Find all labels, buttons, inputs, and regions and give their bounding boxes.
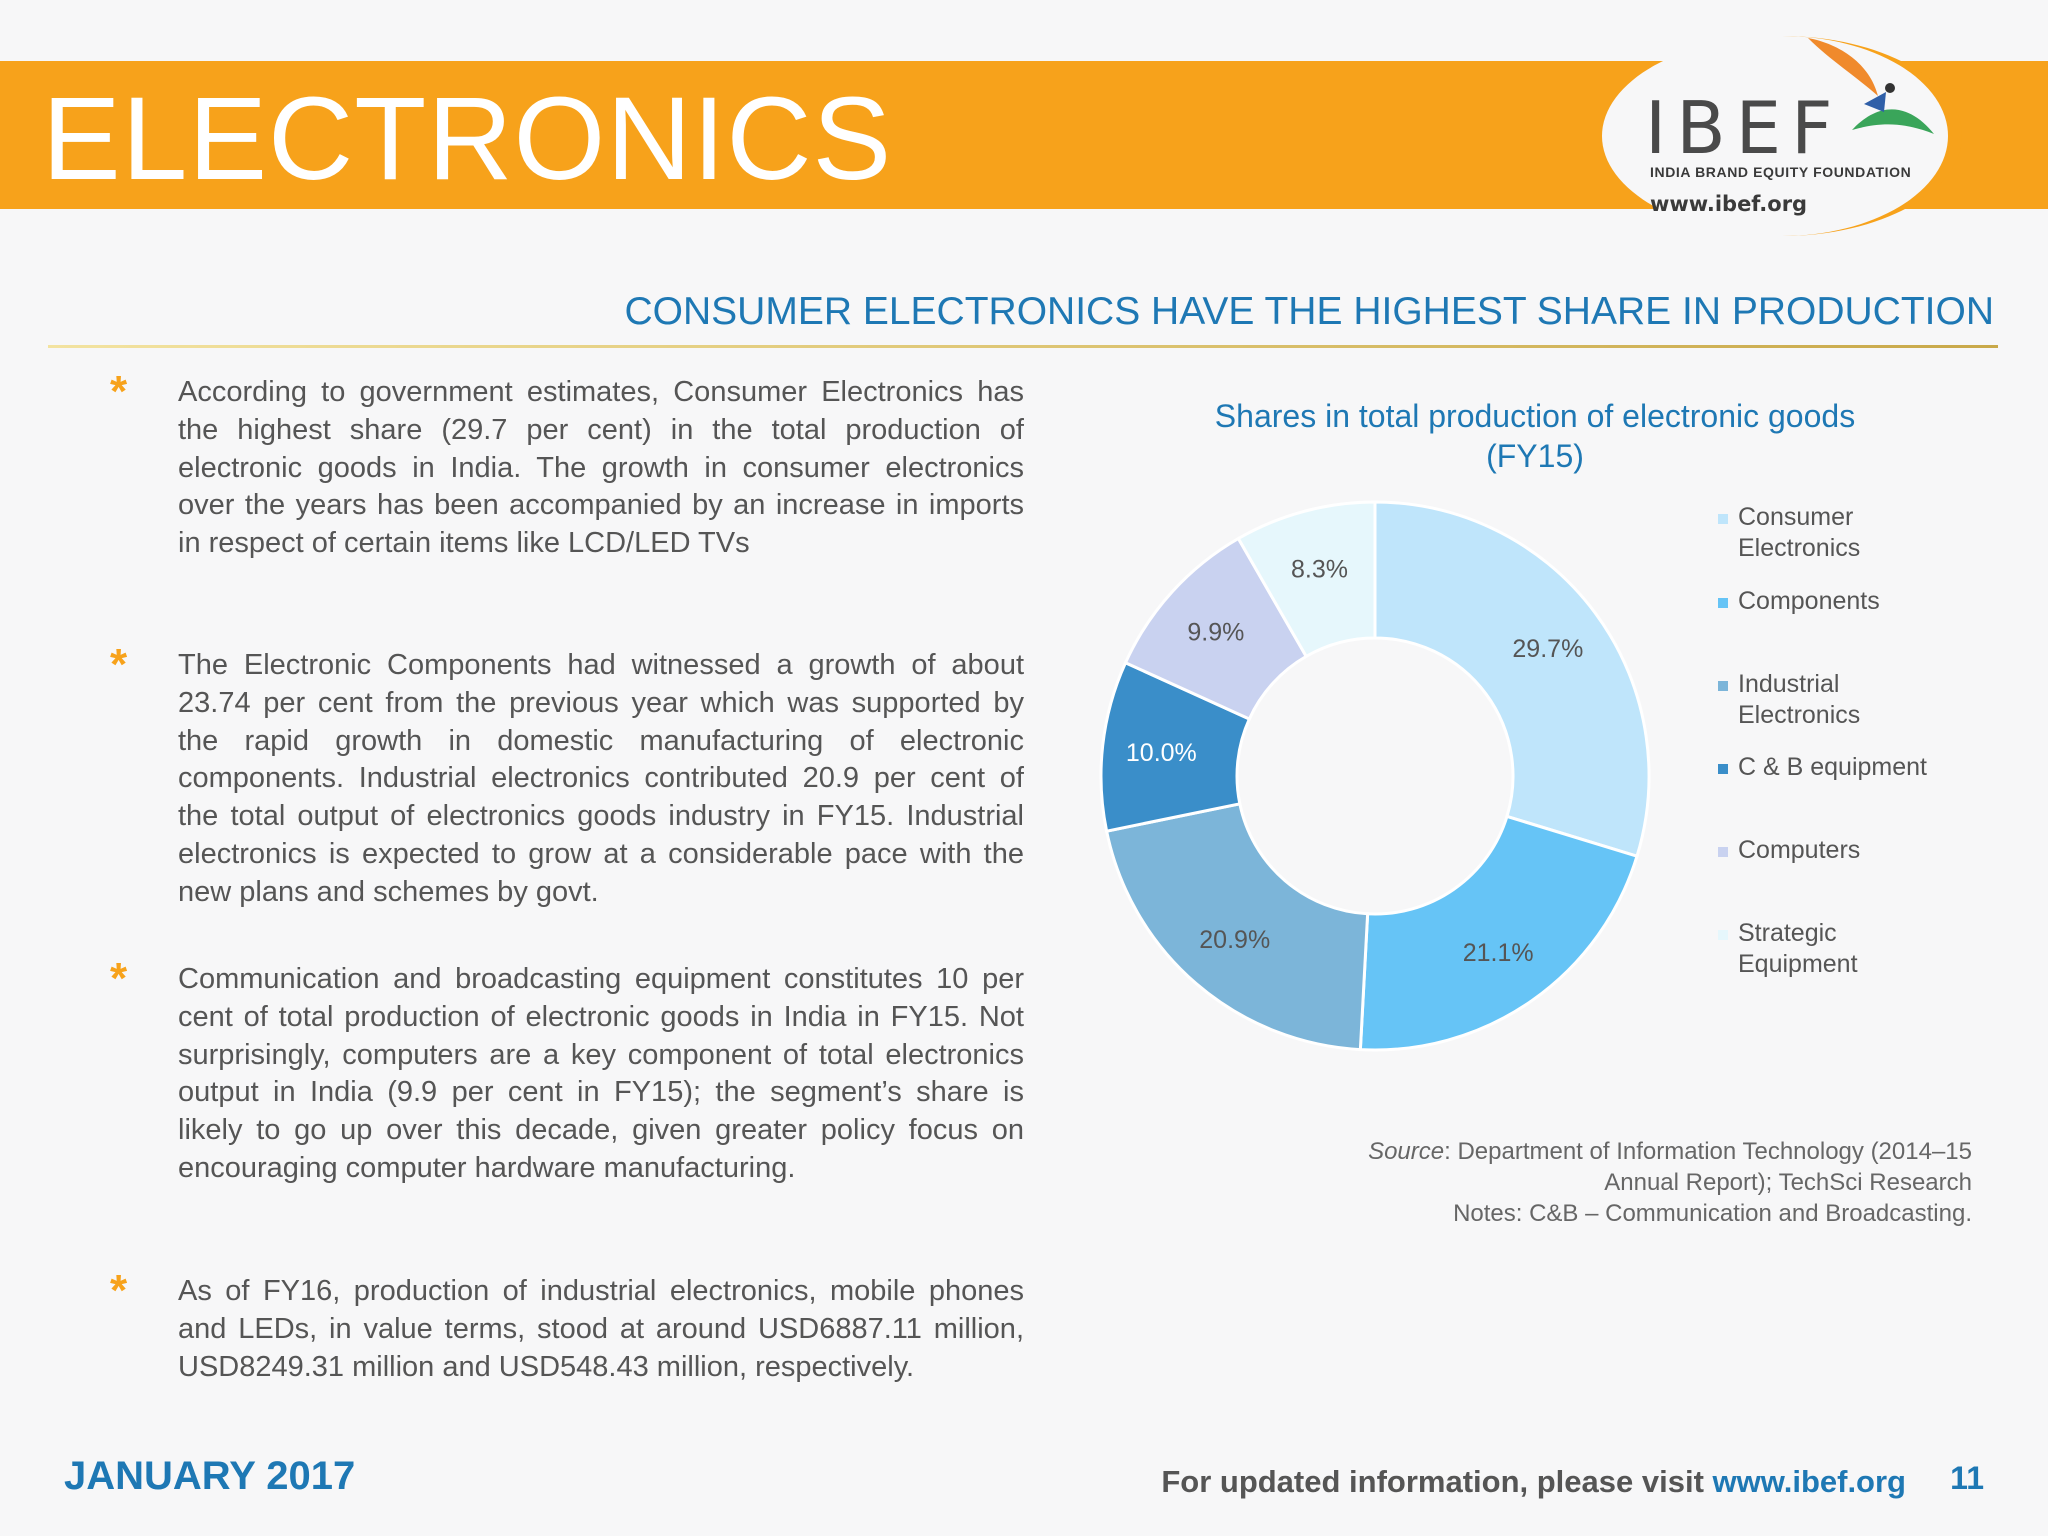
logo-wordmark: IBEF bbox=[1645, 86, 1843, 170]
bullet-item: * The Electronic Components had witnesse… bbox=[110, 643, 1024, 912]
source-label: Source bbox=[1368, 1138, 1445, 1165]
legend-swatch bbox=[1718, 764, 1728, 774]
legend-item-consumer-electronics: Consumer Electronics bbox=[1718, 502, 2018, 564]
legend-swatch bbox=[1718, 514, 1728, 524]
legend-label-line: C & B equipment bbox=[1738, 753, 1927, 781]
data-label-industrial-electronics: 20.9% bbox=[1199, 926, 1270, 954]
logo-tagline: INDIA BRAND EQUITY FOUNDATION bbox=[1650, 164, 1912, 180]
bullet-star-icon: * bbox=[110, 954, 128, 1003]
legend-label: Consumer Electronics bbox=[1738, 502, 1978, 564]
data-label-computers: 9.9% bbox=[1187, 618, 1244, 646]
legend-label: C & B equipment bbox=[1738, 752, 1978, 783]
bullet-text: Communication and broadcasting equipment… bbox=[178, 963, 1024, 1184]
footer-visit-text: For updated information, please visit ww… bbox=[1161, 1464, 1906, 1500]
legend-swatch bbox=[1718, 930, 1728, 940]
source-line: Source: Department of Information Techno… bbox=[1292, 1136, 1972, 1198]
bullet-item: * Communication and broadcasting equipme… bbox=[110, 957, 1024, 1188]
data-label-consumer-electronics: 29.7% bbox=[1512, 635, 1583, 663]
legend-item-components: Components bbox=[1718, 586, 2018, 617]
bullet-text: As of FY16, production of industrial ele… bbox=[178, 1275, 1024, 1383]
source-text: : Department of Information Technology (… bbox=[1444, 1138, 1972, 1196]
bullet-item: * According to government estimates, Con… bbox=[110, 370, 1024, 563]
bird-logo-icon bbox=[1808, 38, 1934, 134]
data-label-cb-equipment: 10.0% bbox=[1126, 739, 1197, 767]
legend-label: Components bbox=[1738, 586, 1978, 617]
donut-slice-industrial-electronics bbox=[1104, 802, 1370, 1052]
bullet-star-icon: * bbox=[110, 640, 128, 689]
bullet-star-icon: * bbox=[110, 367, 128, 416]
logo-url: www.ibef.org bbox=[1650, 192, 1808, 216]
legend-label-line: Equipment bbox=[1738, 950, 1858, 978]
legend-item-strategic-equipment: Strategic Equipment bbox=[1718, 918, 2018, 980]
donut-chart: 29.7% 21.1% 20.9% 10.0% 9.9% 8.3% bbox=[1099, 500, 1651, 1052]
page-number: 11 bbox=[1950, 1460, 1984, 1496]
legend-label-line: Computers bbox=[1738, 836, 1861, 864]
bullet-text: The Electronic Components had witnessed … bbox=[178, 649, 1024, 908]
bullet-item: * As of FY16, production of industrial e… bbox=[110, 1269, 1024, 1386]
legend-label: Industrial Electronics bbox=[1738, 669, 1978, 731]
bullet-text: According to government estimates, Consu… bbox=[178, 376, 1024, 560]
chart-title: Shares in total production of electronic… bbox=[1140, 396, 1930, 476]
legend-item-industrial-electronics: Industrial Electronics bbox=[1718, 669, 2018, 731]
legend-label-line: Industrial bbox=[1738, 670, 1840, 698]
footer-visit-label: For updated information, please visit bbox=[1161, 1464, 1713, 1499]
legend-swatch bbox=[1718, 847, 1728, 857]
notes-line: Notes: C&B – Communication and Broadcast… bbox=[1453, 1200, 1972, 1227]
legend-label-line: Electronics bbox=[1738, 534, 1861, 562]
footer-link[interactable]: www.ibef.org bbox=[1712, 1464, 1906, 1499]
legend-label-line: Consumer bbox=[1738, 503, 1854, 531]
chart-title-line-1: Shares in total production of electronic… bbox=[1214, 398, 1856, 434]
chart-title-line-2: (FY15) bbox=[1486, 438, 1584, 474]
legend-label: Computers bbox=[1738, 835, 1978, 866]
source-note: Source: Department of Information Techno… bbox=[1292, 1136, 1972, 1229]
legend-label-line: Electronics bbox=[1738, 701, 1861, 729]
donut-slice-components bbox=[1358, 814, 1639, 1052]
legend-label-line: Strategic bbox=[1738, 919, 1837, 947]
section-subtitle: CONSUMER ELECTRONICS HAVE THE HIGHEST SH… bbox=[624, 290, 1994, 333]
legend-swatch bbox=[1718, 681, 1728, 691]
donut-slice-strategic-equipment bbox=[1236, 500, 1377, 659]
bullet-list: * According to government estimates, Con… bbox=[110, 370, 1024, 1386]
bullet-star-icon: * bbox=[110, 1266, 128, 1315]
legend-swatch bbox=[1718, 598, 1728, 608]
subtitle-divider bbox=[48, 345, 1998, 348]
legend-label: Strategic Equipment bbox=[1738, 918, 1978, 980]
legend-item-computers: Computers bbox=[1718, 835, 2018, 866]
data-label-components: 21.1% bbox=[1463, 939, 1534, 967]
data-label-strategic-equipment: 8.3% bbox=[1291, 555, 1348, 583]
footer-date: JANUARY 2017 bbox=[64, 1454, 356, 1498]
page-title: ELECTRONICS bbox=[42, 73, 893, 205]
legend-item-cb-equipment: C & B equipment bbox=[1718, 752, 2018, 783]
legend-label-line: Components bbox=[1738, 587, 1880, 615]
donut-slice-consumer-electronics bbox=[1373, 500, 1651, 859]
